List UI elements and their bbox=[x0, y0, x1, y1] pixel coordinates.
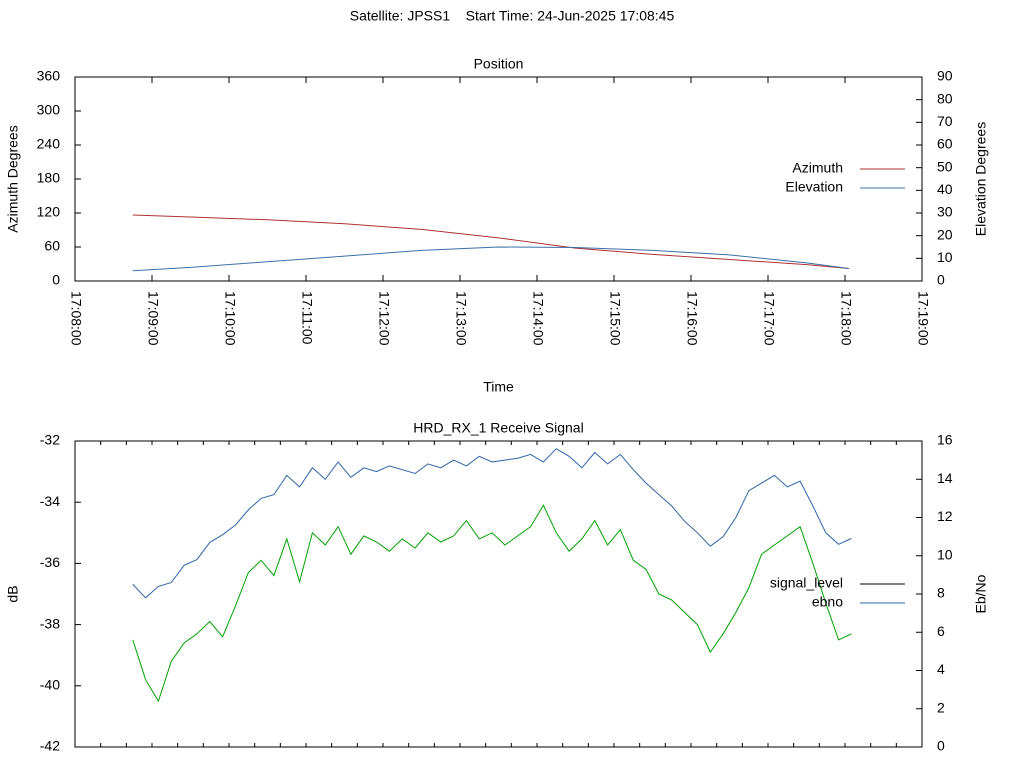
legend-label: Azimuth bbox=[792, 160, 843, 176]
y2-tick-label: 30 bbox=[937, 204, 953, 220]
y2-tick-label: 2 bbox=[937, 699, 945, 715]
chart-title: HRD_RX_1 Receive Signal bbox=[413, 420, 583, 436]
y-tick-label: 360 bbox=[37, 68, 61, 84]
x-tick-label: 17:18:00 bbox=[838, 291, 854, 346]
page-title: Satellite: JPSS1 Start Time: 24-Jun-2025… bbox=[350, 8, 675, 24]
x-tick-label: 17:09:00 bbox=[145, 291, 161, 346]
y-tick-label: -36 bbox=[40, 554, 60, 570]
x-tick-label: 17:08:00 bbox=[68, 291, 84, 346]
y-tick-label: 300 bbox=[37, 102, 61, 118]
y2-tick-label: 12 bbox=[937, 508, 953, 524]
legend-label: Elevation bbox=[785, 179, 843, 195]
y-tick-label: -32 bbox=[40, 432, 60, 448]
y-axis-label: Azimuth Degrees bbox=[5, 125, 21, 232]
y2-tick-label: 8 bbox=[937, 585, 945, 601]
series-line bbox=[132, 448, 852, 599]
y2-tick-label: 10 bbox=[937, 249, 953, 265]
x-tick-label: 17:15:00 bbox=[607, 291, 623, 346]
series-line bbox=[132, 214, 849, 269]
y2-tick-label: 40 bbox=[937, 181, 953, 197]
plot-frame bbox=[74, 440, 923, 748]
y-tick-label: 120 bbox=[37, 204, 61, 220]
series-line bbox=[132, 504, 852, 703]
y-tick-label: -34 bbox=[40, 493, 60, 509]
legend-label: signal_level bbox=[770, 575, 843, 591]
y2-tick-label: 20 bbox=[937, 226, 953, 242]
y-axis-label: dB bbox=[5, 585, 21, 602]
y2-tick-label: 14 bbox=[937, 470, 953, 486]
x-tick-label: 17:10:00 bbox=[222, 291, 238, 346]
y2-tick-label: 16 bbox=[937, 432, 953, 448]
y-tick-label: -42 bbox=[40, 738, 60, 754]
x-tick-label: 17:11:00 bbox=[299, 291, 315, 345]
x-tick-label: 17:17:00 bbox=[761, 291, 777, 346]
y2-tick-label: 10 bbox=[937, 546, 953, 562]
x-tick-label: 17:13:00 bbox=[453, 291, 469, 346]
y2-tick-label: 0 bbox=[937, 272, 945, 288]
y2-tick-label: 90 bbox=[937, 68, 953, 84]
y-tick-label: 0 bbox=[52, 272, 60, 288]
y2-axis-label: Eb/No bbox=[973, 574, 989, 613]
y-tick-label: 180 bbox=[37, 170, 61, 186]
x-tick-label: 17:12:00 bbox=[376, 291, 392, 346]
y2-tick-label: 80 bbox=[937, 90, 953, 106]
y-tick-label: 60 bbox=[44, 238, 60, 254]
y2-tick-label: 60 bbox=[937, 136, 953, 152]
y-tick-label: 240 bbox=[37, 136, 61, 152]
x-tick-label: 17:19:00 bbox=[915, 291, 931, 346]
series-line bbox=[132, 246, 849, 272]
y2-axis-label: Elevation Degrees bbox=[973, 122, 989, 236]
x-tick-label: 17:16:00 bbox=[684, 291, 700, 346]
y2-tick-label: 50 bbox=[937, 158, 953, 174]
y-tick-label: -40 bbox=[40, 677, 60, 693]
x-tick-label: 17:14:00 bbox=[530, 291, 546, 346]
y2-tick-label: 6 bbox=[937, 623, 945, 639]
y-tick-label: -38 bbox=[40, 615, 60, 631]
y2-tick-label: 4 bbox=[937, 661, 945, 677]
x-axis-label: Time bbox=[483, 379, 514, 395]
y2-tick-label: 70 bbox=[937, 113, 953, 129]
chart-title: Position bbox=[474, 56, 524, 72]
legend-label: ebno bbox=[812, 594, 843, 610]
y2-tick-label: 0 bbox=[937, 738, 945, 754]
